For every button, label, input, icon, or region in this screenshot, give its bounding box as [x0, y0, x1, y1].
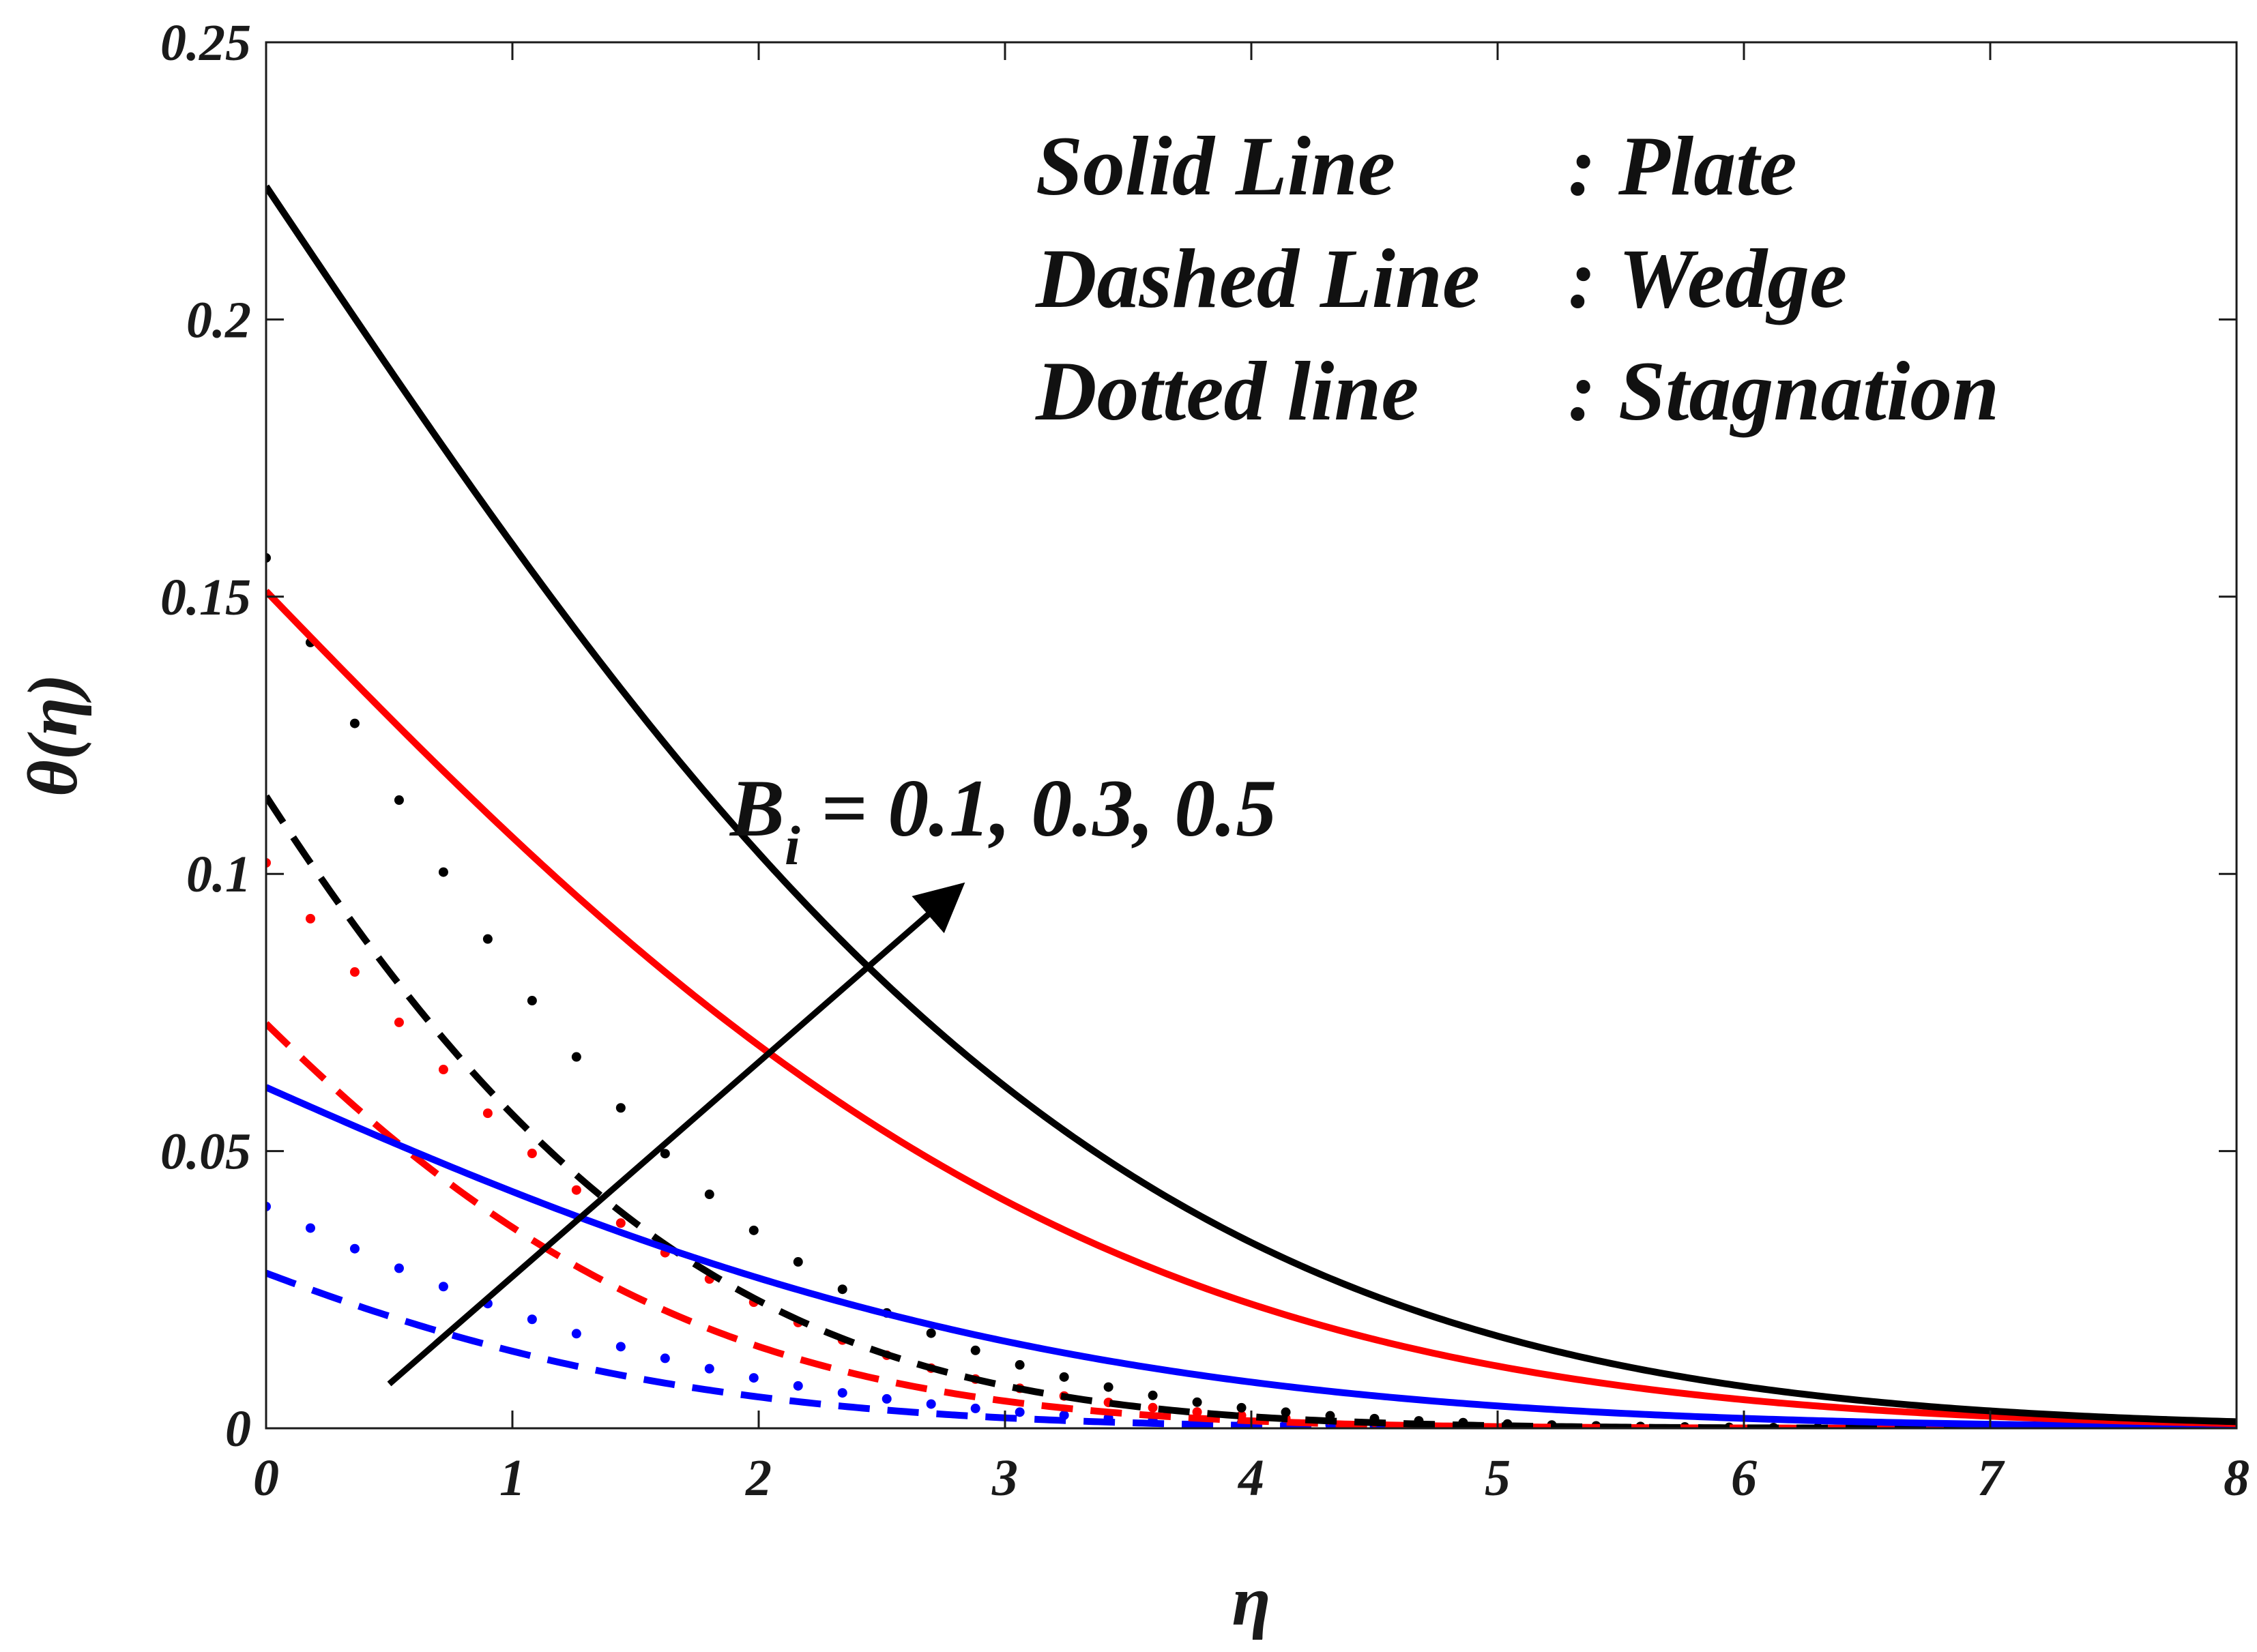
data-point	[1015, 1407, 1025, 1417]
data-point	[748, 1225, 759, 1235]
x-tick-label: 3	[991, 1449, 1018, 1507]
data-point	[438, 1065, 448, 1075]
legend-dotted-style: Dotted line	[1035, 344, 1418, 438]
legend-solid-sep: :	[1568, 119, 1596, 213]
series-plate-bi-0-5	[266, 184, 2237, 1426]
data-point	[1148, 1402, 1158, 1413]
data-point	[349, 967, 360, 977]
data-point	[748, 1373, 759, 1383]
bi-symbol: B	[729, 763, 785, 853]
x-tick-label: 1	[499, 1449, 525, 1507]
x-tick-label: 0	[253, 1449, 279, 1507]
y-tick-label: 0.15	[160, 569, 251, 626]
x-tick-label: 2	[745, 1449, 772, 1507]
data-point	[615, 1103, 626, 1113]
data-point	[1103, 1382, 1113, 1392]
legend-dashed-geometry: Wedge	[1618, 232, 1847, 325]
data-point	[527, 1314, 537, 1325]
legend-solid-style: Solid Line	[1036, 119, 1395, 213]
data-point	[349, 718, 360, 728]
y-tick-label: 0.1	[186, 846, 251, 903]
legend-dashed-style: Dashed Line	[1035, 232, 1480, 325]
legend-dotted-geometry: Stagnation	[1618, 344, 1999, 438]
data-point	[482, 1108, 493, 1119]
y-axis-label: θ(η)	[14, 674, 92, 797]
y-tick-label: 0.05	[160, 1123, 251, 1181]
plot-frame	[265, 41, 2238, 1430]
legend-dashed-sep: :	[1568, 232, 1596, 325]
data-point	[1015, 1360, 1025, 1370]
data-point	[394, 1017, 404, 1027]
series-plate-bi-0-1	[266, 1084, 2237, 1428]
data-point	[571, 1185, 581, 1195]
x-tick-label: 6	[1731, 1449, 1757, 1507]
data-point	[615, 1218, 626, 1228]
x-tick-labels: 0 1 2 3 4 5 6 7 8	[253, 1449, 2249, 1507]
data-point	[1192, 1397, 1202, 1407]
y-tick-labels: 0 0.05 0.1 0.15 0.2 0.25	[160, 14, 251, 1458]
data-point	[1236, 1402, 1247, 1413]
y-tick-label: 0.25	[160, 14, 251, 72]
data-point	[571, 1329, 581, 1339]
bi-increase-arrow	[387, 882, 965, 1387]
data-point	[882, 1393, 892, 1404]
data-point	[305, 1223, 315, 1233]
x-axis-label: η	[1232, 1562, 1270, 1640]
y-tick-label: 0.2	[186, 291, 251, 349]
data-point	[660, 1353, 670, 1363]
data-point	[970, 1403, 980, 1413]
annotation-arrow-layer	[387, 882, 965, 1387]
data-point	[704, 1190, 714, 1200]
legend-notes: Solid Line : Plate Dashed Line : Wedge D…	[1035, 119, 1999, 438]
data-point	[1059, 1372, 1069, 1382]
data-point	[704, 1363, 714, 1374]
data-point	[1192, 1407, 1202, 1417]
data-point	[438, 1282, 448, 1292]
data-point	[527, 996, 537, 1006]
data-point	[793, 1257, 803, 1267]
data-point	[615, 1342, 626, 1352]
data-point	[349, 1243, 360, 1254]
data-point	[305, 913, 315, 924]
data-point	[837, 1388, 847, 1398]
data-point	[438, 867, 448, 877]
bi-subscript: i	[785, 814, 800, 876]
data-point	[1148, 1390, 1158, 1400]
data-point	[527, 1149, 537, 1159]
data-point	[660, 1149, 670, 1159]
legend-dotted-sep: :	[1568, 344, 1596, 438]
data-point	[571, 1052, 581, 1062]
data-point	[926, 1328, 936, 1338]
x-tick-label: 4	[1237, 1449, 1264, 1507]
data-point	[266, 1201, 271, 1211]
data-point	[926, 1399, 936, 1409]
legend-solid-geometry: Plate	[1618, 119, 1797, 213]
data-point	[394, 1263, 404, 1273]
x-tick-label: 8	[2224, 1449, 2249, 1507]
bi-annotation: Bi = 0.1, 0.3, 0.5	[729, 763, 1277, 876]
data-point	[837, 1284, 847, 1295]
data-point	[394, 795, 404, 806]
y-tick-label: 0	[225, 1400, 251, 1458]
x-tick-label: 7	[1977, 1449, 2005, 1507]
data-point	[1281, 1407, 1291, 1417]
data-point	[266, 552, 271, 563]
bi-values: = 0.1, 0.3, 0.5	[800, 763, 1277, 853]
data-point	[970, 1345, 980, 1355]
x-tick-label: 5	[1485, 1449, 1511, 1507]
series-plate-bi-0-3	[266, 589, 2237, 1428]
data-point	[266, 857, 271, 868]
data-point	[793, 1381, 803, 1391]
data-point	[482, 934, 493, 944]
